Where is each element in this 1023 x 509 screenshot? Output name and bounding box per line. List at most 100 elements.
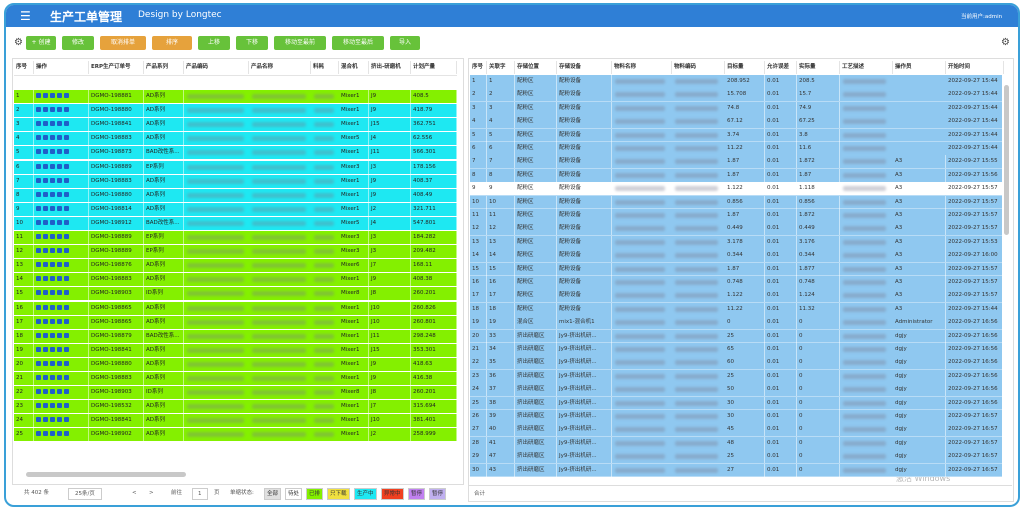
table-row[interactable] xyxy=(14,188,457,202)
table-row[interactable] xyxy=(470,235,1002,250)
row-actions[interactable] xyxy=(34,132,89,146)
table-row[interactable] xyxy=(14,132,457,146)
table-row[interactable] xyxy=(470,249,1002,263)
scrollbar[interactable] xyxy=(1004,85,1009,235)
status-chip[interactable]: 只下载 xyxy=(327,488,350,500)
table-row[interactable] xyxy=(14,174,457,188)
table-row[interactable] xyxy=(14,372,457,386)
table-row[interactable] xyxy=(470,410,1002,424)
toolbar-button[interactable]: + 创建 xyxy=(26,36,56,50)
toolbar-button[interactable]: 移动至最后 xyxy=(332,36,384,50)
table-row[interactable] xyxy=(14,231,457,245)
status-chip[interactable]: 异常中 xyxy=(381,488,404,500)
table-row[interactable] xyxy=(470,396,1002,411)
table-row[interactable] xyxy=(470,302,1002,317)
page-input[interactable]: 1 xyxy=(192,488,208,500)
table-row[interactable] xyxy=(470,222,1002,237)
table-row[interactable] xyxy=(14,428,457,442)
toolbar-button[interactable]: 排序 xyxy=(152,36,192,50)
toolbar-button[interactable]: 移动至最前 xyxy=(274,36,326,50)
table-row[interactable] xyxy=(14,104,457,118)
table-row[interactable] xyxy=(470,383,1002,397)
row-actions[interactable] xyxy=(34,188,89,202)
table-row[interactable] xyxy=(14,90,457,104)
table-row[interactable] xyxy=(470,168,1002,183)
table-row[interactable] xyxy=(14,118,457,132)
table-row[interactable] xyxy=(470,329,1002,344)
prev-page[interactable]: < xyxy=(132,490,137,496)
table-row[interactable] xyxy=(470,450,1002,464)
row-actions[interactable] xyxy=(34,118,89,132)
table-row[interactable] xyxy=(470,155,1002,170)
row-actions[interactable] xyxy=(34,301,89,315)
row-actions[interactable] xyxy=(34,160,89,174)
table-row[interactable] xyxy=(470,115,1002,129)
row-actions[interactable] xyxy=(34,287,89,301)
table-row[interactable] xyxy=(470,128,1002,143)
table-row[interactable] xyxy=(470,356,1002,371)
table-row[interactable] xyxy=(470,276,1002,290)
row-actions[interactable] xyxy=(34,343,89,357)
table-row[interactable] xyxy=(470,195,1002,210)
row-actions[interactable] xyxy=(34,428,89,442)
table-row[interactable] xyxy=(14,146,457,160)
toolbar-button[interactable]: 上移 xyxy=(198,36,230,50)
status-chip[interactable]: 待处 xyxy=(285,488,303,500)
table-row[interactable] xyxy=(14,245,457,259)
table-row[interactable] xyxy=(14,202,457,216)
row-actions[interactable] xyxy=(34,245,89,259)
table-row[interactable] xyxy=(14,273,457,287)
table-row[interactable] xyxy=(14,386,457,400)
table-row[interactable] xyxy=(470,142,1002,156)
row-actions[interactable] xyxy=(34,104,89,118)
menu-icon[interactable]: ☰ xyxy=(20,9,31,23)
status-chip[interactable]: 全部 xyxy=(264,488,282,500)
row-actions[interactable] xyxy=(34,273,89,287)
user[interactable]: 当前用户:admin xyxy=(961,14,1003,20)
row-actions[interactable] xyxy=(34,146,89,160)
table-row[interactable] xyxy=(14,400,457,414)
page-size[interactable]: 25条/页 xyxy=(68,488,102,500)
row-actions[interactable] xyxy=(34,386,89,400)
table-row[interactable] xyxy=(470,343,1002,357)
table-row[interactable] xyxy=(470,436,1002,451)
row-actions[interactable] xyxy=(34,400,89,414)
table-row[interactable] xyxy=(14,160,457,174)
row-actions[interactable] xyxy=(34,90,89,103)
row-actions[interactable] xyxy=(34,174,89,188)
table-row[interactable] xyxy=(470,463,1002,478)
settings-icon[interactable]: ⚙ xyxy=(14,37,23,48)
row-actions[interactable] xyxy=(34,414,89,428)
table-row[interactable] xyxy=(14,357,457,371)
table-row[interactable] xyxy=(470,369,1002,384)
table-row[interactable] xyxy=(14,315,457,329)
table-row[interactable] xyxy=(14,259,457,273)
table-row[interactable] xyxy=(470,75,1002,89)
status-chip[interactable]: 暂停 xyxy=(429,488,447,500)
table-row[interactable] xyxy=(470,289,1002,304)
status-chip[interactable]: 生产中 xyxy=(354,488,377,500)
table-row[interactable] xyxy=(470,262,1002,277)
row-actions[interactable] xyxy=(34,231,89,244)
toolbar-button[interactable]: 修改 xyxy=(62,36,94,50)
next-page[interactable]: > xyxy=(149,490,154,496)
status-chip[interactable]: 已排 xyxy=(306,488,324,500)
table-row[interactable] xyxy=(470,423,1002,438)
toolbar-button[interactable]: 取消排单 xyxy=(100,36,146,50)
table-row[interactable] xyxy=(470,182,1002,196)
table-row[interactable] xyxy=(470,209,1002,223)
row-actions[interactable] xyxy=(34,202,89,216)
row-actions[interactable] xyxy=(34,329,89,343)
row-actions[interactable] xyxy=(34,216,89,230)
row-actions[interactable] xyxy=(34,315,89,329)
row-actions[interactable] xyxy=(34,372,89,385)
table-row[interactable] xyxy=(470,101,1002,116)
row-actions[interactable] xyxy=(34,357,89,371)
row-actions[interactable] xyxy=(34,259,89,273)
table-row[interactable] xyxy=(14,414,457,428)
toolbar-button[interactable]: 下移 xyxy=(236,36,268,50)
table-row[interactable] xyxy=(14,216,457,230)
settings-icon[interactable]: ⚙ xyxy=(1001,37,1010,48)
scrollbar[interactable] xyxy=(26,472,186,477)
table-row[interactable] xyxy=(14,287,457,301)
